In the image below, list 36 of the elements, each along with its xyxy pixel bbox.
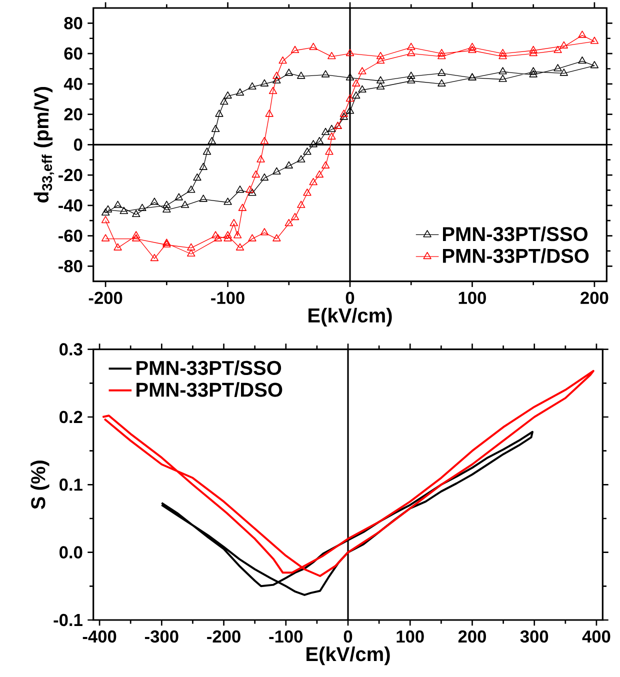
x-tick-label: 0 <box>346 292 354 304</box>
legend-label: PMN-33PT/SSO <box>136 360 282 376</box>
legend-label: PMN-33PT/DSO <box>136 382 282 398</box>
y-axis-title: S (%) <box>30 460 50 510</box>
x-tick-label: 0 <box>344 630 352 643</box>
x-tick-label: 100 <box>458 292 486 304</box>
y-axis-title: d$_{33,eff}$ (pm/V) <box>34 87 54 202</box>
x-tick-label: -400 <box>82 630 116 643</box>
y-tick-label: -0.1 <box>54 614 82 626</box>
x-tick-label: 100 <box>396 630 424 643</box>
y-tick-label: 0 <box>74 138 82 151</box>
y-tick-label: 20 <box>64 108 82 120</box>
legend-label: PMN-33PT/DSO <box>443 248 589 264</box>
y-tick-label: 0.1 <box>60 478 82 491</box>
legend-label: PMN-33PT/SSO <box>443 226 588 242</box>
y-tick-label: -60 <box>58 230 82 242</box>
x-tick-label: 300 <box>520 630 548 643</box>
x-tick-label: -100 <box>211 292 244 304</box>
x-tick-label: 400 <box>582 630 610 643</box>
x-tick-label: -300 <box>144 630 178 643</box>
y-tick-label: 60 <box>64 47 82 60</box>
y-tick-label: 80 <box>64 17 82 30</box>
x-tick-label: -200 <box>207 630 240 643</box>
x-tick-label: 200 <box>580 292 608 304</box>
x-axis-title: E(kV/cm) <box>306 646 390 666</box>
y-tick-label: 0.0 <box>60 546 82 558</box>
x-axis-title: E(kV/cm) <box>308 308 392 326</box>
y-tick-label: 0.3 <box>60 343 82 356</box>
y-tick-label: -20 <box>58 168 82 182</box>
y-tick-label: -40 <box>58 199 82 212</box>
x-tick-label: -200 <box>88 292 122 304</box>
x-tick-label: 200 <box>458 630 486 643</box>
y-tick-label: 0.2 <box>60 410 82 424</box>
x-tick-label: -100 <box>269 630 303 643</box>
y-tick-label: -80 <box>58 260 82 272</box>
y-tick-label: 40 <box>64 78 82 90</box>
